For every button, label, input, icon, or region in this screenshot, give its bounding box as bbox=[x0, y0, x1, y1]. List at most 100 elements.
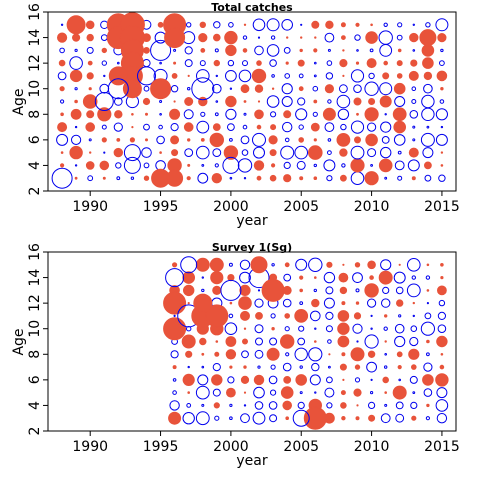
bubble-positive bbox=[280, 386, 294, 399]
bubble-negative bbox=[436, 387, 448, 399]
bubble-negative-large bbox=[123, 144, 141, 162]
bubble-positive-large bbox=[122, 79, 142, 99]
bubble-negative bbox=[384, 353, 388, 356]
bubble-positive bbox=[336, 133, 351, 147]
bubble-positive bbox=[201, 352, 205, 356]
bubble-negative bbox=[380, 121, 392, 133]
bubble-negative bbox=[412, 314, 415, 318]
bubble-negative bbox=[383, 22, 388, 27]
bubble-positive bbox=[283, 174, 292, 183]
bubble-negative bbox=[252, 18, 266, 32]
bubble-negative bbox=[113, 122, 123, 132]
bubble-positive bbox=[298, 86, 304, 92]
bubble-negative bbox=[407, 159, 420, 172]
bubble-positive bbox=[339, 363, 347, 371]
bubble-positive bbox=[341, 35, 346, 40]
bubble-negative bbox=[411, 99, 417, 104]
bubble-negative bbox=[380, 413, 391, 424]
plot-frame bbox=[47, 251, 457, 432]
bubble-positive bbox=[242, 338, 248, 345]
bubble-negative bbox=[406, 283, 421, 298]
bubble-negative bbox=[284, 73, 291, 79]
bubble-positive bbox=[337, 322, 350, 335]
bubble-positive bbox=[364, 107, 379, 122]
bubble-positive bbox=[57, 122, 68, 133]
bubble-positive-large bbox=[205, 304, 229, 328]
bubble-negative bbox=[69, 56, 83, 70]
bubble-negative bbox=[412, 391, 416, 395]
bubble-positive bbox=[187, 391, 190, 394]
bubble-positive bbox=[325, 20, 334, 29]
bubble-negative bbox=[201, 288, 205, 293]
bubble-positive bbox=[199, 21, 207, 28]
bubble-positive bbox=[299, 275, 304, 280]
bubble-positive bbox=[366, 58, 377, 69]
bubble-negative bbox=[422, 147, 434, 159]
bubble-negative bbox=[426, 125, 430, 129]
bubble-positive bbox=[365, 133, 378, 147]
bubble-negative bbox=[339, 84, 348, 94]
bubble-positive bbox=[213, 59, 221, 67]
bubble-positive bbox=[74, 176, 78, 180]
bubble-positive bbox=[198, 33, 208, 43]
bubble-negative bbox=[225, 70, 237, 82]
bubble-negative bbox=[212, 388, 221, 397]
bubble-negative bbox=[435, 18, 449, 32]
bubble-positive bbox=[440, 276, 444, 280]
bubble-positive bbox=[368, 98, 376, 105]
bubble-negative bbox=[425, 275, 431, 280]
bubble-positive bbox=[339, 286, 348, 295]
bubble-negative bbox=[74, 48, 78, 53]
bubble-negative bbox=[323, 297, 335, 309]
bubble-positive bbox=[269, 149, 277, 157]
bubble-negative bbox=[271, 74, 275, 78]
bubble-negative bbox=[440, 125, 444, 129]
bubble-positive bbox=[295, 374, 308, 386]
bubble-negative bbox=[393, 134, 406, 146]
bubble-negative bbox=[410, 401, 418, 409]
bubble-negative bbox=[282, 121, 293, 133]
bubble-positive bbox=[342, 49, 345, 52]
bubble-positive bbox=[368, 414, 376, 422]
bubble-positive bbox=[367, 350, 376, 358]
bubble-negative-large bbox=[107, 78, 129, 100]
bubble-positive bbox=[131, 126, 134, 129]
bubble-negative-large bbox=[123, 156, 141, 174]
bubble-negative bbox=[172, 378, 177, 382]
bubble-positive bbox=[211, 173, 223, 184]
bubble-negative bbox=[379, 82, 393, 96]
bubble-positive bbox=[116, 138, 121, 142]
bubble-negative bbox=[201, 403, 205, 407]
bubble-negative bbox=[337, 108, 350, 121]
bubble-positive bbox=[397, 365, 402, 370]
bubble-negative bbox=[254, 401, 264, 410]
bubble-negative bbox=[71, 134, 82, 145]
bubble-negative bbox=[283, 273, 292, 282]
y-tick-label: 4 bbox=[27, 401, 43, 410]
bubble-positive bbox=[240, 310, 250, 321]
bubble-positive bbox=[364, 283, 379, 298]
bubble-negative bbox=[141, 147, 152, 158]
bubble-negative bbox=[266, 95, 280, 108]
bubble-positive bbox=[157, 21, 164, 28]
bubble-negative bbox=[254, 45, 264, 56]
bubble-positive bbox=[243, 23, 247, 26]
bubble-negative bbox=[242, 35, 248, 40]
bubble-positive bbox=[426, 289, 430, 292]
bubble-negative bbox=[328, 365, 331, 369]
bubble-positive bbox=[365, 31, 378, 44]
bubble-positive bbox=[159, 151, 162, 154]
bubble-positive bbox=[173, 100, 176, 103]
bubble-negative bbox=[74, 164, 78, 167]
bubble-negative bbox=[396, 34, 403, 41]
bubble-negative bbox=[367, 148, 377, 158]
bubble-negative bbox=[438, 299, 446, 307]
bubble-negative bbox=[117, 61, 120, 65]
bubble-negative bbox=[397, 150, 402, 155]
bubble-positive bbox=[426, 403, 430, 408]
bubble-positive bbox=[299, 288, 304, 293]
bubble-positive bbox=[426, 263, 430, 267]
bubble-negative bbox=[252, 132, 266, 147]
y-tick-label: 10 bbox=[27, 80, 43, 98]
bubble-negative bbox=[130, 176, 135, 180]
